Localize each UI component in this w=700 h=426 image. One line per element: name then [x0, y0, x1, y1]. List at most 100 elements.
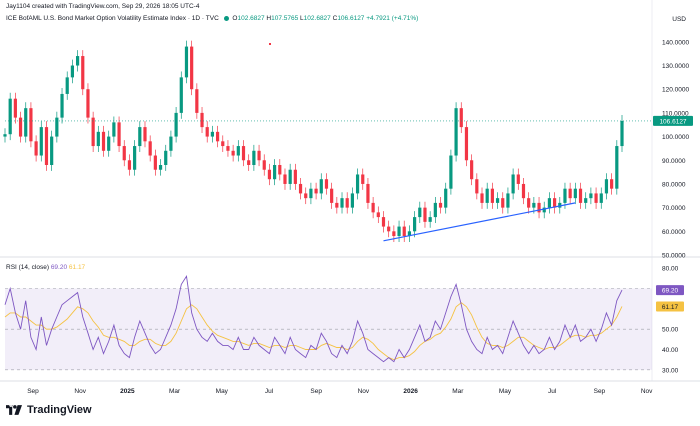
open-label: O — [232, 15, 238, 22]
candle-body — [8, 98, 12, 135]
rsi-tick-label: 50.00 — [662, 327, 679, 334]
candle-body — [366, 183, 370, 203]
low-value: 102.6827 — [303, 15, 331, 22]
rsi-value-badge-text: 69.20 — [662, 288, 679, 295]
candle-body — [18, 117, 23, 137]
candle-body — [101, 131, 106, 151]
candle-body — [107, 136, 111, 151]
candle-body — [568, 188, 572, 199]
marker-dot — [269, 43, 271, 45]
status-dot-icon — [223, 15, 229, 21]
candle-body — [552, 198, 557, 208]
candle-body — [127, 160, 132, 170]
candle-body — [537, 202, 541, 213]
candle-body — [330, 188, 334, 203]
candle-body — [459, 108, 463, 128]
price-tick-label: 140.0000 — [662, 39, 689, 46]
candle-body — [350, 193, 354, 208]
price-tick-label: 120.0000 — [662, 87, 689, 94]
currency-label: USD — [672, 16, 686, 23]
candle-body — [65, 77, 69, 94]
candle-body — [231, 150, 235, 156]
rsi-ma-line — [4, 302, 623, 361]
candle-body — [584, 198, 588, 203]
candle-body — [392, 231, 396, 237]
candle-body — [13, 98, 17, 118]
candle-body — [44, 127, 49, 165]
candle-body — [402, 226, 406, 237]
brand-name: TradingView — [27, 404, 92, 416]
low-label: L — [300, 15, 304, 22]
candle-body — [34, 141, 38, 156]
rsi-value-badge — [656, 285, 684, 296]
candle-body — [340, 198, 344, 208]
candle-body — [521, 183, 526, 199]
candle-body — [283, 174, 287, 184]
candle-body — [573, 188, 577, 199]
candle-body — [470, 160, 474, 180]
candle-body — [190, 46, 194, 90]
candle-body — [205, 127, 209, 137]
candle-body — [454, 108, 458, 156]
candle-body — [615, 146, 619, 189]
candle-body — [501, 198, 505, 208]
candle-body — [195, 89, 199, 113]
candle-body — [433, 202, 437, 218]
candle-body — [91, 117, 95, 147]
candle-body — [324, 179, 329, 189]
candle-body — [75, 56, 80, 66]
candle-body — [387, 226, 391, 232]
candle-body — [304, 193, 308, 199]
candle-body — [210, 131, 214, 137]
candle-body — [236, 146, 240, 156]
candle-body — [438, 202, 443, 208]
candle-body — [589, 193, 593, 199]
candle-body — [122, 146, 126, 161]
time-tick-label: 2026 — [403, 388, 418, 395]
candle-body — [86, 89, 90, 118]
change-value: +4.7921 (+4.71%) — [366, 15, 419, 22]
time-tick-label: May — [216, 388, 229, 395]
candle-body — [516, 174, 520, 184]
rsi-tick-label: 40.00 — [662, 347, 679, 354]
close-label: C — [332, 15, 338, 22]
candle-body — [345, 198, 349, 208]
candle-body — [179, 77, 183, 113]
candle-body — [407, 231, 412, 237]
candle-body — [428, 217, 432, 222]
price-tick-label: 80.0000 — [662, 181, 686, 188]
candle-body — [252, 150, 256, 165]
candle-body — [532, 202, 536, 208]
time-tick-label: Mar — [169, 388, 181, 395]
candle-body — [96, 131, 100, 147]
candle-body — [226, 146, 230, 151]
candle-body — [464, 127, 469, 161]
candle-body — [314, 188, 318, 194]
last-price-badge — [653, 115, 693, 126]
symbol-legend: ICE BofAML U.S. Bond Market Option Volat… — [6, 15, 418, 22]
trend-line — [383, 202, 576, 242]
candle-body — [112, 122, 116, 137]
candle-body — [247, 160, 251, 165]
candle-body — [143, 127, 147, 142]
price-tick-label: 60.0000 — [662, 229, 686, 236]
candle-body — [413, 217, 417, 232]
candle-body — [319, 179, 323, 194]
candle-body — [397, 226, 401, 237]
candle-body — [278, 165, 282, 175]
candle-body — [169, 136, 173, 151]
high-label: H — [266, 15, 272, 22]
candle-body — [174, 112, 178, 137]
candle-body — [381, 217, 386, 227]
candle-body — [117, 122, 121, 147]
candle-body — [288, 169, 292, 184]
chart-credit: Jay1104 created with TradingView.com, Se… — [6, 3, 200, 10]
candle-body — [423, 207, 427, 222]
rsi-ma-badge — [656, 301, 684, 312]
candle-body — [29, 108, 33, 142]
candle-body — [599, 193, 603, 203]
candle-body — [620, 120, 624, 147]
candle-body — [200, 112, 204, 128]
candle-body — [257, 150, 261, 161]
